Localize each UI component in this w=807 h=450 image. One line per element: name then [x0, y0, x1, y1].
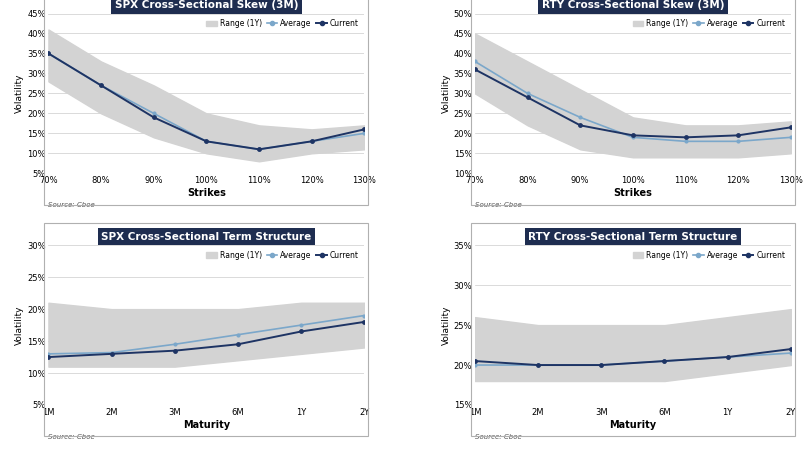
Title: SPX Cross-Sectional Term Structure: SPX Cross-Sectional Term Structure — [101, 232, 312, 242]
Text: Source: Cboe: Source: Cboe — [475, 202, 521, 208]
Title: RTY Cross-Sectional Skew (3M): RTY Cross-Sectional Skew (3M) — [541, 0, 724, 10]
Title: RTY Cross-Sectional Term Structure: RTY Cross-Sectional Term Structure — [529, 232, 738, 242]
X-axis label: Strikes: Strikes — [613, 188, 652, 198]
Y-axis label: Volatility: Volatility — [441, 74, 451, 113]
Text: Source: Cboe: Source: Cboe — [48, 202, 95, 208]
Y-axis label: Volatility: Volatility — [441, 306, 451, 345]
Text: Source: Cboe: Source: Cboe — [475, 434, 521, 440]
Title: SPX Cross-Sectional Skew (3M): SPX Cross-Sectional Skew (3M) — [115, 0, 298, 10]
X-axis label: Strikes: Strikes — [187, 188, 226, 198]
Legend: Range (1Y), Average, Current: Range (1Y), Average, Current — [204, 17, 361, 29]
Legend: Range (1Y), Average, Current: Range (1Y), Average, Current — [631, 17, 787, 29]
Legend: Range (1Y), Average, Current: Range (1Y), Average, Current — [204, 249, 361, 261]
Legend: Range (1Y), Average, Current: Range (1Y), Average, Current — [631, 249, 787, 261]
Y-axis label: Volatility: Volatility — [15, 74, 24, 113]
Y-axis label: Volatility: Volatility — [15, 306, 24, 345]
Text: Source: Cboe: Source: Cboe — [48, 434, 95, 440]
X-axis label: Maturity: Maturity — [609, 419, 656, 430]
X-axis label: Maturity: Maturity — [183, 419, 230, 430]
